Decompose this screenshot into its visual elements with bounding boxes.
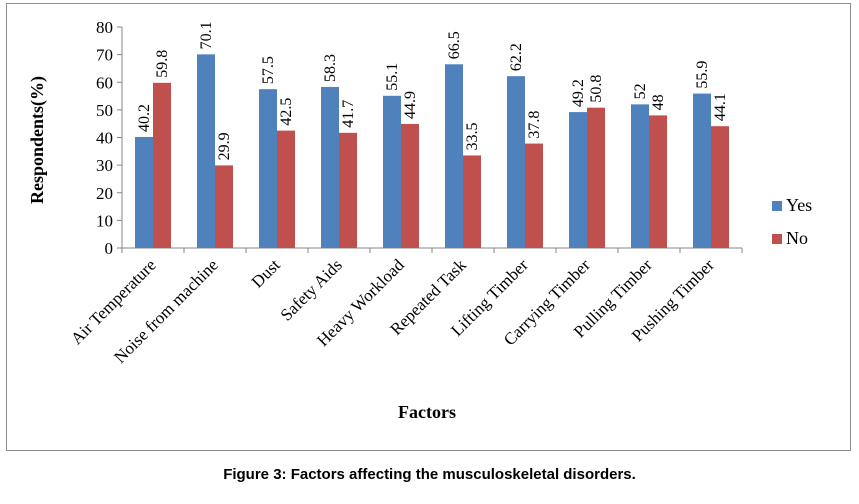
data-label: 58.3: [322, 54, 339, 82]
bar-no: [649, 115, 667, 249]
data-label: 57.5: [260, 56, 277, 84]
bar-no: [525, 143, 543, 248]
data-label: 59.8: [154, 50, 171, 78]
bar-yes: [321, 86, 339, 248]
bar-yes: [693, 93, 711, 248]
data-label: 70.1: [198, 21, 215, 49]
bar-no: [215, 165, 233, 248]
bar-chart: Respondents(%) Factors 0 10 20 30 40 50 60 70 80…: [27, 18, 812, 422]
legend-label-no: No: [786, 228, 808, 248]
chart-frame: Respondents(%) Factors 0 10 20 30 40 50 60 70 80…: [6, 3, 851, 451]
y-tick-label: 10: [96, 211, 113, 230]
x-category-label: Dust: [248, 255, 284, 291]
data-label: 66.5: [446, 31, 463, 59]
bar-yes: [259, 89, 277, 248]
y-tick-label: 0: [105, 239, 114, 258]
y-axis-title: Respondents(%): [27, 76, 48, 204]
data-label: 48: [650, 94, 667, 110]
bar-yes: [383, 95, 401, 248]
data-label: 50.8: [588, 75, 605, 103]
bar-yes: [135, 136, 153, 248]
legend-label-yes: Yes: [786, 195, 812, 215]
data-label: 55.9: [694, 61, 711, 89]
data-label: 41.7: [340, 100, 357, 128]
data-label: 29.9: [216, 132, 233, 160]
bar-yes: [507, 76, 525, 248]
bar-no: [339, 132, 357, 248]
data-label: 40.2: [136, 104, 153, 132]
bar-yes: [569, 112, 587, 249]
bar-no: [463, 155, 481, 248]
bar-yes: [631, 104, 649, 248]
data-label: 62.2: [508, 43, 525, 71]
bar-no: [153, 82, 171, 249]
data-label: 33.5: [464, 122, 481, 150]
y-tick-label: 30: [96, 156, 113, 175]
y-tick-label: 80: [96, 18, 113, 37]
y-tick-label: 40: [96, 129, 113, 148]
y-tick-label: 20: [96, 184, 113, 203]
data-label: 44.9: [402, 91, 419, 119]
data-label: 42.5: [278, 98, 295, 126]
bar-no: [277, 130, 295, 248]
data-label: 55.1: [384, 63, 401, 91]
data-label: 44.1: [712, 93, 729, 121]
bar-no: [711, 126, 729, 248]
x-category-label: Noise from machine: [110, 255, 222, 367]
y-tick-label: 70: [96, 46, 113, 65]
legend-swatch-no: [772, 234, 782, 244]
y-tick-label: 50: [96, 101, 113, 120]
figure-caption: Figure 3: Factors affecting the musculos…: [223, 466, 636, 483]
bar-yes: [445, 64, 463, 248]
data-label: 52: [632, 83, 649, 99]
bar-no: [401, 123, 419, 248]
y-tick-label: 60: [96, 73, 113, 92]
bar-yes: [197, 54, 215, 248]
data-label: 37.8: [526, 111, 543, 139]
x-axis-title: Factors: [398, 402, 456, 422]
legend-swatch-yes: [772, 201, 782, 211]
data-label: 49.2: [570, 79, 587, 107]
bar-no: [587, 107, 605, 248]
